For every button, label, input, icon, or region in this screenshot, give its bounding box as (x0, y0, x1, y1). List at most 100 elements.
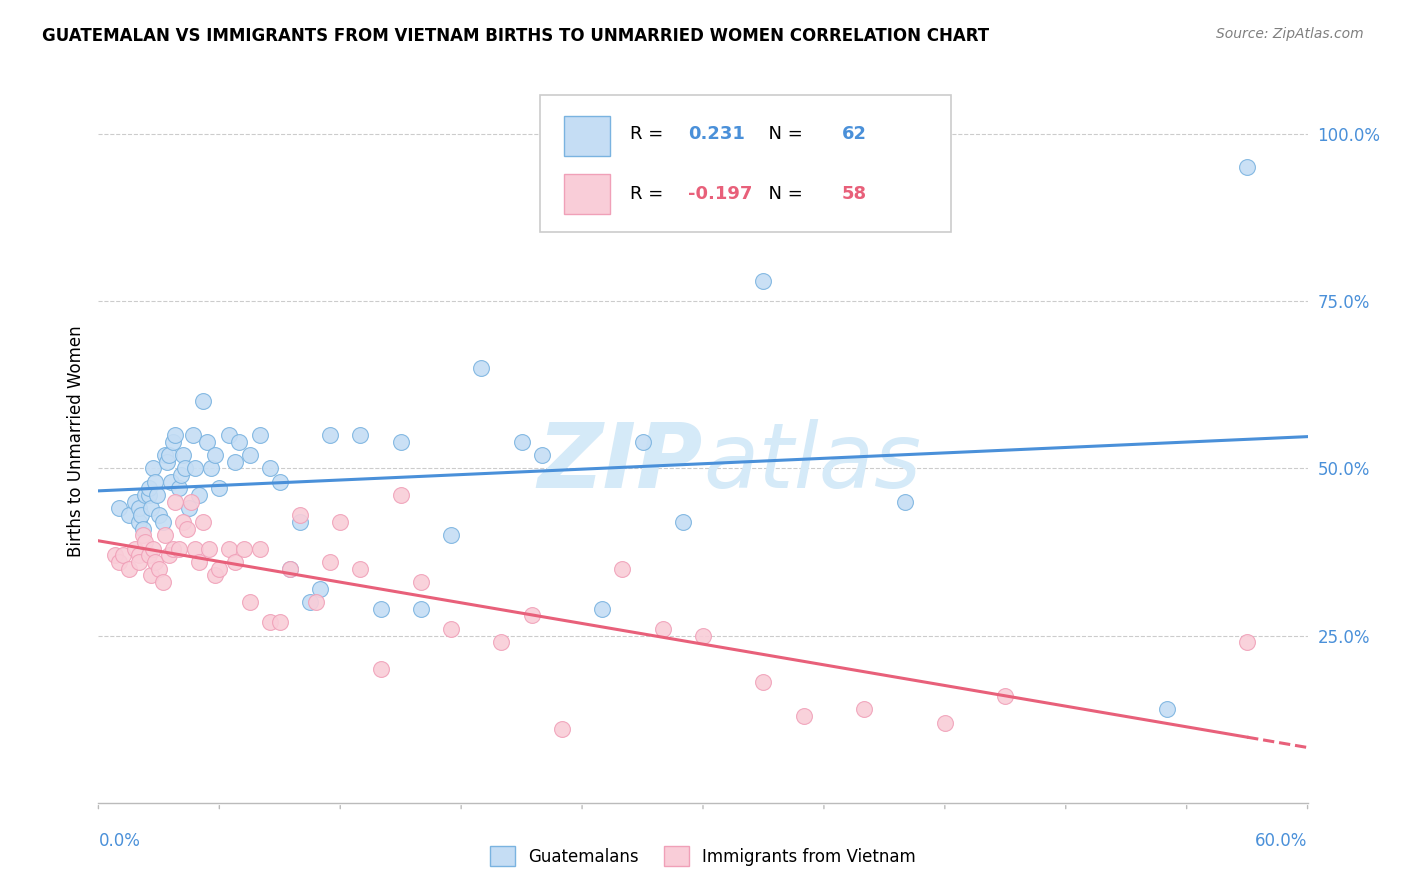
Point (107, 555, 129, 569)
Point (107, 501, 129, 516)
Point (103, 548, 125, 563)
Point (389, 488, 412, 502)
Point (138, 482, 160, 496)
Point (152, 515, 174, 529)
Point (111, 548, 134, 563)
Point (153, 448, 176, 462)
Point (349, 427, 371, 442)
Point (491, 635, 513, 649)
Point (309, 582, 332, 596)
Point (142, 461, 165, 475)
Point (1156, 702, 1178, 716)
Point (138, 548, 160, 563)
Text: 62: 62 (842, 126, 868, 144)
Point (167, 541, 190, 556)
Point (176, 521, 198, 535)
Point (239, 448, 262, 462)
Point (142, 541, 165, 556)
Point (188, 488, 211, 502)
Point (188, 555, 211, 569)
Text: Source: ZipAtlas.com: Source: ZipAtlas.com (1216, 27, 1364, 41)
Point (288, 515, 311, 529)
Point (204, 568, 226, 582)
Text: 60.0%: 60.0% (1256, 831, 1308, 850)
Point (470, 361, 492, 376)
Point (249, 427, 271, 442)
Text: R =: R = (630, 126, 669, 144)
Point (218, 541, 240, 556)
Point (208, 562, 231, 576)
Point (157, 448, 180, 462)
Point (228, 434, 250, 449)
Point (793, 708, 815, 723)
Point (893, 494, 915, 508)
Point (124, 541, 146, 556)
Point (692, 628, 714, 642)
Point (153, 528, 176, 542)
Point (259, 615, 281, 630)
Point (167, 482, 190, 496)
Point (370, 602, 392, 616)
Point (170, 467, 193, 482)
Point (174, 461, 197, 475)
Point (305, 595, 328, 609)
Point (278, 562, 301, 576)
Point (218, 427, 240, 442)
Point (530, 448, 553, 462)
Point (672, 515, 695, 529)
Point (195, 434, 218, 449)
Point (249, 541, 271, 556)
Point (160, 475, 183, 489)
Point (132, 528, 155, 542)
Point (139, 568, 162, 582)
Point (994, 689, 1017, 703)
Point (118, 562, 141, 576)
Point (139, 501, 162, 516)
Point (269, 615, 291, 630)
Point (319, 427, 342, 442)
Point (128, 555, 150, 569)
Text: -0.197: -0.197 (689, 186, 752, 203)
Text: 0.0%: 0.0% (98, 831, 141, 850)
Point (200, 461, 222, 475)
Point (148, 508, 170, 523)
Point (172, 515, 194, 529)
Point (278, 562, 301, 576)
Point (128, 501, 150, 516)
Point (1236, 161, 1258, 175)
Point (631, 434, 654, 449)
Text: atlas: atlas (703, 419, 921, 508)
Point (232, 541, 254, 556)
Point (299, 595, 322, 609)
Text: 58: 58 (842, 186, 868, 203)
Legend: Guatemalans, Immigrants from Vietnam: Guatemalans, Immigrants from Vietnam (482, 838, 924, 875)
Point (349, 562, 371, 576)
Point (180, 494, 202, 508)
Point (651, 622, 673, 636)
FancyBboxPatch shape (564, 174, 610, 214)
Point (143, 475, 166, 489)
Point (551, 723, 574, 737)
Point (329, 515, 352, 529)
Point (134, 488, 156, 502)
Y-axis label: Births to Unmarried Women: Births to Unmarried Women (66, 326, 84, 558)
Text: GUATEMALAN VS IMMIGRANTS FROM VIETNAM BIRTHS TO UNMARRIED WOMEN CORRELATION CHAR: GUATEMALAN VS IMMIGRANTS FROM VIETNAM BI… (42, 27, 990, 45)
Point (118, 508, 141, 523)
Text: R =: R = (630, 186, 669, 203)
FancyBboxPatch shape (540, 95, 950, 232)
Point (224, 555, 246, 569)
Point (208, 482, 231, 496)
Point (1236, 635, 1258, 649)
Point (181, 427, 204, 442)
Point (152, 575, 174, 590)
Text: ZIP: ZIP (537, 419, 703, 508)
Point (510, 434, 533, 449)
Point (259, 461, 281, 475)
Point (179, 501, 201, 516)
Point (157, 548, 180, 563)
Point (591, 602, 613, 616)
Point (288, 508, 311, 523)
Point (128, 548, 150, 563)
Point (156, 455, 179, 469)
Point (752, 274, 775, 288)
